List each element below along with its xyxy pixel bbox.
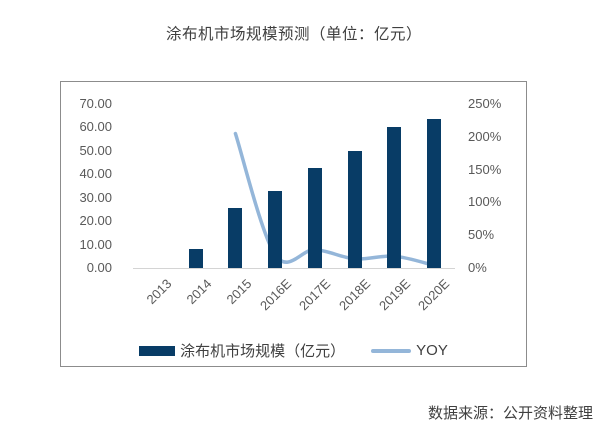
left-axis-tick: 30.00 <box>79 189 112 205</box>
left-axis-tick: 70.00 <box>79 96 112 111</box>
right-axis-tick: 250% <box>468 96 502 111</box>
left-axis-tick: 20.00 <box>79 213 112 229</box>
left-axis-tick: 10.00 <box>79 236 112 252</box>
left-axis-tick: 0.00 <box>86 260 112 275</box>
line-series-label: YOY <box>416 342 448 359</box>
legend-item-bar: 涂布机市场规模（亿元） <box>139 340 345 361</box>
right-axis-tick: 0% <box>468 260 487 275</box>
right-axis-tick: 100% <box>468 194 502 210</box>
bar-2017E <box>307 168 322 268</box>
bar-2019E <box>387 127 402 268</box>
yoy-line <box>233 131 436 268</box>
x-axis-label: 2018E <box>335 276 374 314</box>
x-axis-label: 2016E <box>256 276 294 314</box>
yoy-line-layer <box>233 131 436 268</box>
chart-frame: 70.00 60.00 50.00 40.00 30.00 20.00 10.00 0.00 2… <box>60 81 527 367</box>
x-axis-label: 2017E <box>296 276 334 314</box>
chart-title: 涂布机市场规模预测（单位：亿元） <box>165 26 422 43</box>
line-series-swatch <box>371 348 412 353</box>
bar-series-swatch <box>139 345 176 356</box>
bar-2014 <box>188 249 203 268</box>
plot-area: 70.00 60.00 50.00 40.00 30.00 20.00 10.00 0.00 2… <box>61 82 526 366</box>
x-axis-label: 2020E <box>415 276 453 314</box>
left-axis-tick: 40.00 <box>79 166 112 182</box>
left-axis-tick: 50.00 <box>79 142 112 158</box>
legend-item-line: YOY <box>371 342 448 359</box>
bar-2016E <box>268 190 283 268</box>
left-axis-tick: 60.00 <box>79 119 112 135</box>
x-axis-label: 2013 <box>143 276 175 308</box>
bar-2020E <box>426 119 441 268</box>
x-axis-label: 2014 <box>183 276 215 308</box>
right-axis-tick: 50% <box>468 227 495 243</box>
x-axis-label: 2015 <box>222 276 255 308</box>
right-axis-tick: 200% <box>468 128 502 144</box>
x-axis-line <box>133 268 455 269</box>
legend: 涂布机市场规模（亿元） YOY <box>61 340 526 361</box>
bar-2018E <box>347 150 362 268</box>
bar-2015 <box>228 208 243 268</box>
bar-series-label: 涂布机市场规模（亿元） <box>180 343 346 360</box>
source-note: 数据来源：公开资料整理 <box>427 405 593 422</box>
x-axis-label: 2019E <box>375 276 413 314</box>
right-axis-tick: 150% <box>468 161 502 177</box>
